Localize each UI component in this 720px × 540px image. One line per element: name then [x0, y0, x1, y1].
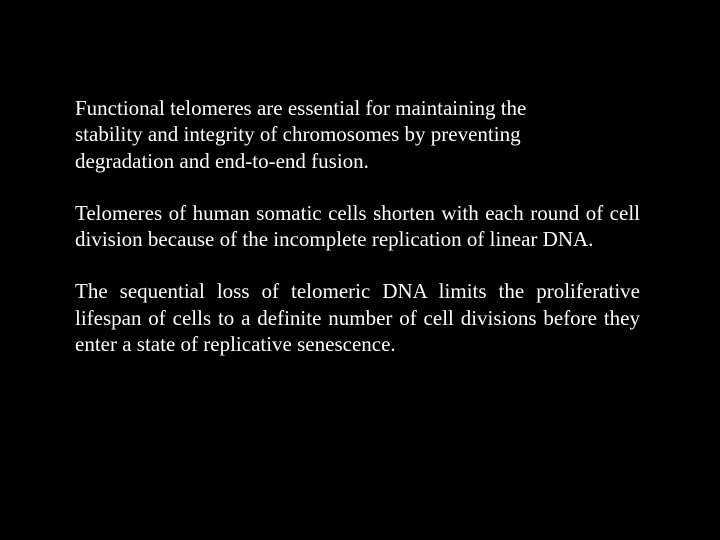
slide: Functional telomeres are essential for m… [0, 0, 720, 540]
paragraph-1: Functional telomeres are essential for m… [75, 95, 565, 174]
paragraph-2: Telomeres of human somatic cells shorten… [75, 200, 640, 253]
paragraph-3: The sequential loss of telomeric DNA lim… [75, 278, 640, 357]
